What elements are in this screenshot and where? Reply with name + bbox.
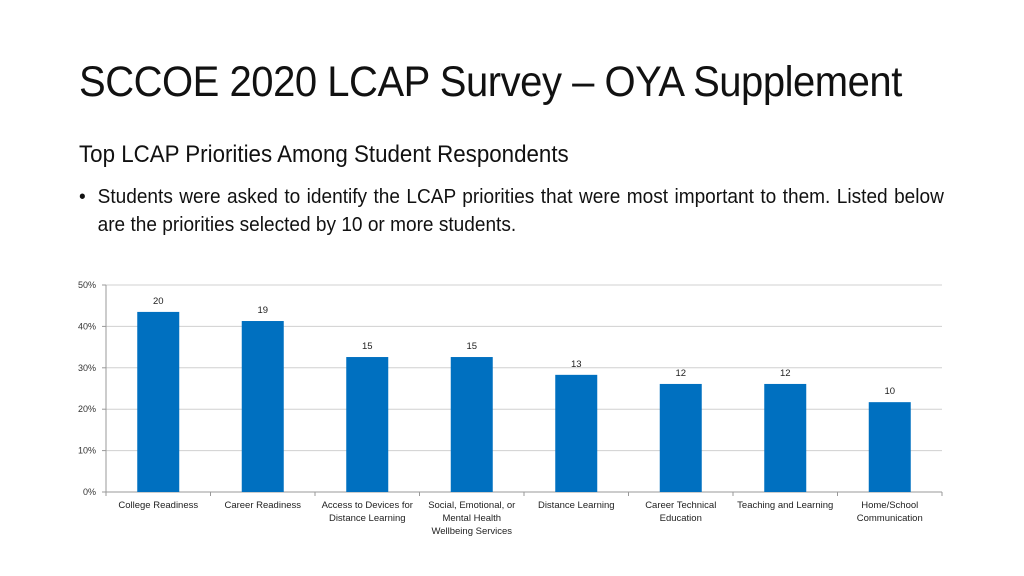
x-category-label: Teaching and Learning: [733, 499, 837, 512]
x-category-label-line: Career Technical: [645, 500, 717, 511]
y-tick-label: 40%: [78, 321, 96, 331]
bar: [137, 311, 180, 492]
x-category-label: College Readiness: [106, 499, 210, 512]
bullet-icon: •: [79, 185, 86, 208]
x-category-label: Access to Devices for Distance Learning: [315, 499, 419, 525]
bar: [659, 383, 702, 492]
bar: [241, 321, 284, 492]
data-label: 12: [675, 368, 686, 379]
bullet-text: Students were asked to identify the LCAP…: [97, 185, 944, 236]
bar: [764, 383, 807, 492]
data-label: 10: [884, 386, 895, 397]
data-label: 20: [153, 296, 164, 307]
y-tick-label: 0%: [83, 487, 96, 497]
slide-title: SCCOE 2020 LCAP Survey – OYA Supplement: [79, 58, 902, 106]
x-category-label-line: Teaching and Learning: [737, 500, 834, 511]
x-category-label-line: Home/School: [861, 500, 919, 511]
x-category-label-line: Mental Health: [442, 513, 502, 524]
data-label: 19: [257, 305, 268, 316]
data-label: 12: [780, 368, 791, 379]
x-category-label: Distance Learning: [524, 499, 628, 512]
data-label: 15: [466, 341, 477, 352]
x-category-label: Social, Emotional, or Mental Health Wellbe…: [420, 499, 524, 538]
x-category-label-line: Access to Devices for: [321, 500, 413, 511]
bar: [346, 357, 389, 492]
data-label: 13: [571, 359, 582, 370]
y-tick-label: 20%: [78, 404, 96, 414]
x-category-label-line: Distance Learning: [328, 513, 406, 524]
x-category-label-line: College Readiness: [118, 500, 199, 511]
bar: [868, 402, 911, 492]
y-tick-label: 10%: [78, 446, 96, 456]
x-category-label-line: Distance Learning: [537, 500, 615, 511]
x-category-label-line: Career Readiness: [224, 500, 302, 511]
data-label: 15: [362, 341, 373, 352]
x-category-label: Career Readiness: [211, 499, 315, 512]
slide-subtitle: Top LCAP Priorities Among Student Respon…: [79, 141, 569, 168]
x-category-label-line: Communication: [856, 513, 923, 524]
x-category-label: Home/School Communication: [838, 499, 942, 525]
x-category-label-line: Education: [659, 513, 702, 524]
bullet-point: • Students were asked to identify the LC…: [79, 183, 944, 239]
x-category-label: Career Technical Education: [629, 499, 733, 525]
bar: [450, 357, 493, 492]
x-category-label-line: Wellbeing Services: [431, 526, 513, 537]
bar: [555, 374, 598, 492]
y-tick-label: 50%: [78, 280, 96, 290]
y-tick-label: 30%: [78, 363, 96, 373]
x-category-label-line: Social, Emotional, or: [428, 500, 516, 511]
